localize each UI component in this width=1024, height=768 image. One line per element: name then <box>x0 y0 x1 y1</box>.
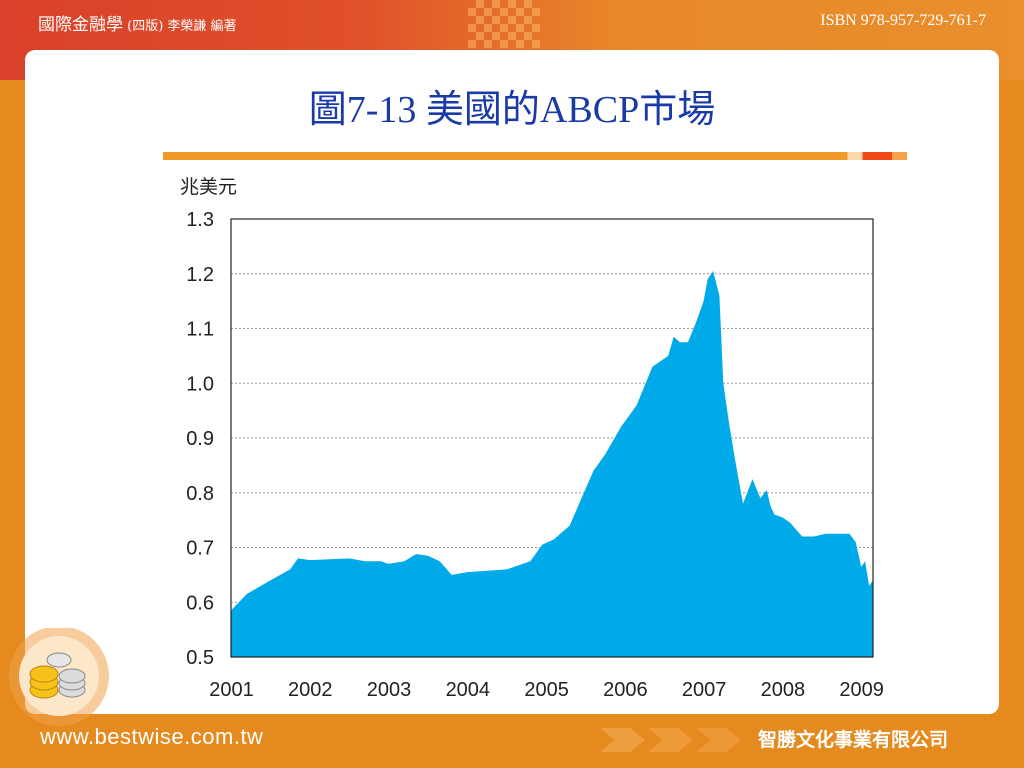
x-tick-label: 2005 <box>524 679 569 701</box>
x-tick-label: 2003 <box>367 679 412 701</box>
header-pattern <box>468 0 540 48</box>
x-tick-label: 2006 <box>603 679 648 701</box>
x-tick-label: 2008 <box>761 679 806 701</box>
y-tick-label: 0.8 <box>186 483 214 505</box>
book-title-main: 國際金融學 <box>38 15 123 35</box>
y-tick-label: 0.5 <box>186 647 214 669</box>
book-edition: (四版) 李榮謙 編著 <box>123 19 237 34</box>
y-tick-label: 0.9 <box>186 428 214 450</box>
coins-logo-icon <box>9 628 109 726</box>
publisher-name: 智勝文化事業有限公司 <box>758 729 949 751</box>
x-tick-label: 2007 <box>682 679 727 701</box>
footer-url: www.bestwise.com.tw <box>40 724 264 749</box>
x-tick-label: 2002 <box>288 679 333 701</box>
y-tick-label: 1.2 <box>186 264 214 286</box>
footer-arrows-icon <box>600 728 741 752</box>
y-tick-label: 0.7 <box>186 538 214 560</box>
y-tick-labels: 1.3 1.2 1.1 1.0 0.9 0.8 0.7 0.6 0.5 <box>186 209 214 669</box>
abcp-area-series <box>231 271 873 657</box>
x-tick-label: 2009 <box>839 679 884 701</box>
x-tick-labels: 2001 2002 2003 2004 2005 2006 2007 2008 2009 <box>209 679 884 701</box>
y-tick-label: 1.1 <box>186 319 214 341</box>
isbn-label: ISBN 978-957-729-761-7 <box>820 12 986 29</box>
y-tick-label: 0.6 <box>186 592 214 614</box>
slide-title: 圖7-13 美國的ABCP市場 <box>308 89 716 131</box>
x-tick-label: 2001 <box>209 679 254 701</box>
y-tick-label: 1.3 <box>186 209 214 231</box>
y-tick-label: 1.0 <box>186 373 214 395</box>
title-rule <box>163 152 907 160</box>
plot-frame <box>230 218 874 658</box>
y-axis-label: 兆美元 <box>180 176 237 198</box>
x-tick-label: 2004 <box>446 679 491 701</box>
book-title: 國際金融學 (四版) 李榮謙 編著 <box>38 10 237 35</box>
